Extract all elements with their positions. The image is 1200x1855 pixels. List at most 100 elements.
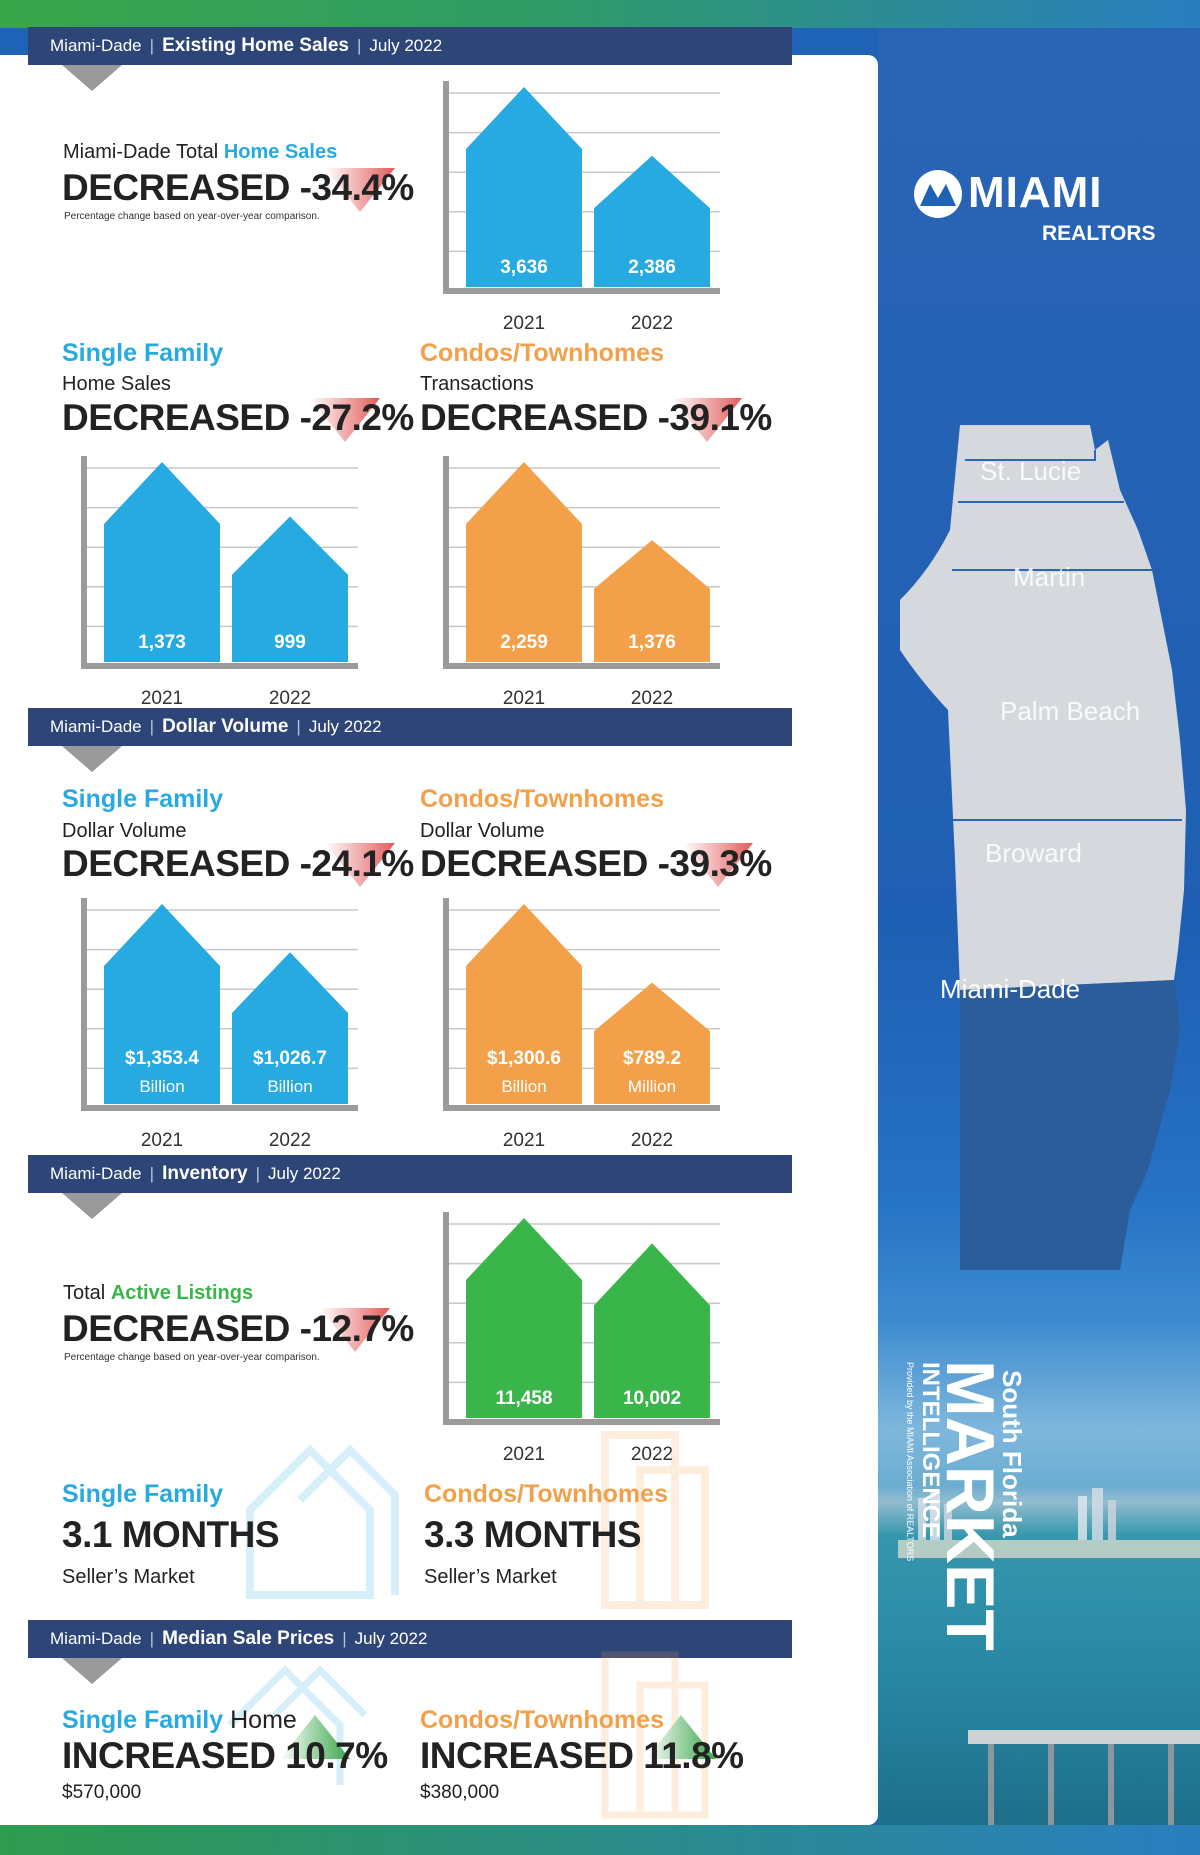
chart-data-label: $1,300.6: [487, 1048, 561, 1069]
chart-bar: [232, 516, 348, 662]
miami-realtors-logo-icon: [914, 170, 962, 218]
chart-data-label: 2,386: [628, 257, 676, 278]
chart-tick-label: 2021: [503, 313, 545, 334]
chart-bar: [104, 904, 220, 1104]
chart-axis: [443, 898, 720, 1111]
chart-bar: [594, 540, 710, 662]
chart-data-label: 2,259: [500, 632, 548, 653]
vertical-title-line3: INTELLIGENCE: [917, 1362, 944, 1538]
section-header-median-sale-prices: Miami-Dade | Median Sale Prices | July 2…: [28, 1620, 792, 1658]
chart-bar: [466, 904, 582, 1104]
total-sales-label-prefix: Miami-Dade Total: [63, 141, 224, 163]
section-period: July 2022: [369, 36, 443, 55]
map-label-st-lucie: St. Lucie: [980, 456, 1081, 486]
total-sales-headline: DECREASED -34.4%: [62, 167, 414, 208]
building-icon: [601, 1431, 709, 1609]
inventory-chart: 11,458 2021 10,002 2022: [443, 1212, 720, 1465]
inventory-label-prefix: Total: [63, 1282, 111, 1304]
sf-volume-chart: $1,353.4 Billion 2021 $1,026.7 Billion 2022: [81, 898, 358, 1151]
chart-bar: [232, 952, 348, 1104]
market-intelligence-title: South Florida MARKET INTELLIGENCE Provid…: [905, 1360, 1025, 1651]
section-header-existing-home-sales: Miami-Dade | Existing Home Sales | July …: [28, 27, 792, 65]
down-arrow-icon: [672, 398, 742, 442]
inventory-condo-market: Seller’s Market: [424, 1566, 557, 1588]
chart-axis: [81, 456, 358, 669]
section-topic: Median Sale Prices: [162, 1628, 335, 1649]
chart-data-sublabel: Million: [628, 1077, 676, 1096]
median-sf-title-main: Single Family: [62, 1706, 224, 1734]
chart-data-label: 11,458: [495, 1388, 552, 1409]
chart-data-label: 1,373: [138, 632, 186, 653]
chart-axis: [443, 456, 720, 669]
chart-data-label: 1,376: [628, 632, 676, 653]
section-arrow-icon: [62, 746, 122, 772]
up-arrow-icon: [280, 1715, 350, 1759]
chart-data-label: $789.2: [623, 1048, 681, 1069]
chart-tick-label: 2022: [631, 1444, 673, 1465]
down-arrow-icon: [683, 843, 753, 887]
vertical-title-line1: South Florida: [997, 1370, 1025, 1538]
condo-sales-title: Condos/Townhomes: [420, 339, 664, 367]
bottom-stripe: [0, 1825, 1200, 1855]
inventory-label: Total Active Listings: [63, 1282, 253, 1305]
section-region: Miami-Dade: [50, 717, 142, 736]
chart-bar: [466, 462, 582, 662]
section-header-inventory: Miami-Dade | Inventory | July 2022: [28, 1155, 792, 1193]
sf-volume-subtitle: Dollar Volume: [62, 820, 187, 842]
top-stripe: [0, 0, 1200, 28]
section-period: July 2022: [308, 717, 382, 736]
chart-data-label: 3,636: [500, 257, 548, 278]
inventory-condo-value: 3.3 MONTHS: [424, 1514, 642, 1555]
chart-bar: [466, 1218, 582, 1418]
section-header-dollar-volume: Miami-Dade | Dollar Volume | July 2022: [28, 708, 792, 746]
condo-volume-subtitle: Dollar Volume: [420, 820, 545, 842]
down-arrow-icon: [310, 398, 380, 442]
section-topic: Existing Home Sales: [162, 35, 349, 56]
vertical-title-line2: MARKET: [932, 1360, 1008, 1651]
chart-data-label: $1,353.4: [125, 1048, 199, 1069]
condo-volume-headline: DECREASED -39.3%: [420, 843, 772, 884]
sf-sales-headline: DECREASED -27.2%: [62, 397, 414, 438]
south-florida-map: St. Lucie Martin Palm Beach Broward Miam…: [900, 425, 1186, 1270]
condo-sales-subtitle: Transactions: [420, 373, 534, 395]
section-topic: Inventory: [162, 1163, 248, 1184]
median-condo-title: Condos/Townhomes: [420, 1706, 664, 1734]
section-period: July 2022: [268, 1164, 341, 1183]
total-sales-label-highlight: Home Sales: [223, 141, 338, 163]
section-period: July 2022: [354, 1629, 428, 1648]
chart-data-label: 999: [274, 632, 306, 653]
chart-data-label: 10,002: [623, 1388, 681, 1409]
sf-sales-title: Single Family: [62, 339, 224, 367]
inventory-label-highlight: Active Listings: [110, 1282, 254, 1304]
chart-bar: [594, 155, 710, 287]
chart-bar: [466, 87, 582, 287]
sf-volume-headline: DECREASED -24.1%: [62, 843, 414, 884]
median-sf-title-suffix: Home: [223, 1706, 297, 1734]
inventory-note: Percentage change based on year-over-yea…: [64, 1352, 320, 1363]
chart-tick-label: 2021: [503, 1444, 545, 1465]
section-arrow-icon: [62, 1658, 122, 1684]
chart-tick-label: 2022: [631, 313, 673, 334]
chart-axis: [81, 898, 358, 1111]
down-arrow-icon: [325, 843, 395, 887]
section-region: Miami-Dade: [50, 1629, 142, 1648]
median-sf-title: Single Family Home: [62, 1706, 297, 1735]
chart-tick-label: 2021: [141, 1130, 183, 1151]
up-arrow-icon: [646, 1715, 716, 1759]
vertical-title-line4: Provided by the MIAMI Association of REA…: [905, 1362, 915, 1561]
beach-photo: [878, 1400, 1200, 1825]
chart-tick-label: 2022: [631, 1130, 673, 1151]
chart-tick-label: 2022: [269, 688, 311, 709]
map-label-miami-dade: Miami-Dade: [940, 974, 1080, 1004]
total-sales-label: Miami-Dade Total Home Sales: [63, 141, 337, 164]
median-sf-price: $570,000: [62, 1782, 142, 1803]
chart-data-sublabel: Billion: [139, 1077, 184, 1096]
section-arrow-icon: [62, 1193, 122, 1219]
total-sales-chart: 3,636 2021 2,386 2022: [443, 81, 720, 334]
condo-volume-chart: $1,300.6 Billion 2021 $789.2 Million 2022: [443, 898, 720, 1151]
chart-bar: [594, 982, 710, 1104]
chart-tick-label: 2021: [503, 688, 545, 709]
chart-tick-label: 2021: [141, 688, 183, 709]
chart-tick-label: 2021: [503, 1130, 545, 1151]
section-region: Miami-Dade: [50, 1164, 142, 1183]
